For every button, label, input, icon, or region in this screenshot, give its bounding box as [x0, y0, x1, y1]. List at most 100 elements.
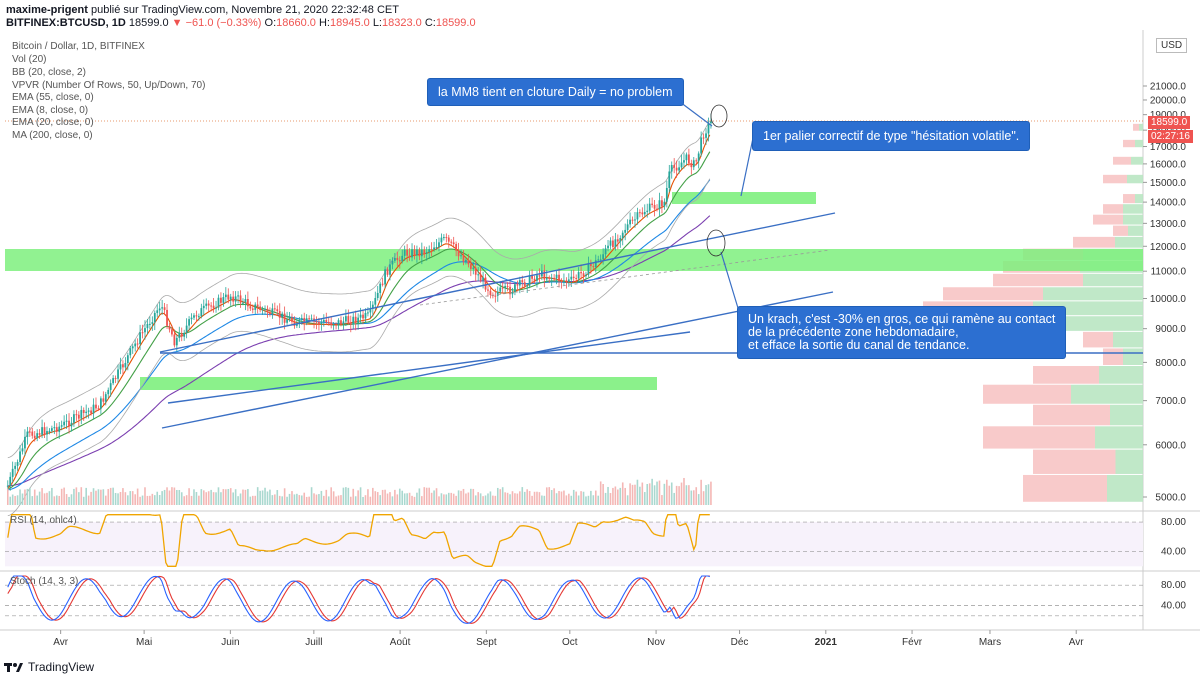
candle-body: [342, 321, 345, 325]
volume-bar: [541, 495, 543, 505]
volume-bar: [621, 482, 624, 505]
volume-bar: [447, 492, 450, 505]
candle-body: [195, 315, 198, 317]
volume-bar: [690, 490, 693, 505]
channel-top: [159, 212, 836, 353]
vpvr-up-bar: [1123, 204, 1143, 214]
candle-body: [122, 364, 124, 368]
candle-body: [570, 276, 573, 280]
volume-bar: [465, 493, 467, 505]
volume-bar: [501, 487, 504, 505]
candle-body: [433, 247, 435, 250]
legend-bb[interactable]: BB (20, close, 2): [12, 67, 86, 78]
volume-bar: [450, 492, 453, 505]
candle-body: [460, 255, 462, 257]
volume-bar: [112, 487, 114, 505]
volume-bar: [205, 492, 208, 505]
candle-body: [391, 260, 394, 265]
legend-ema20[interactable]: EMA (20, close, 0): [12, 117, 94, 128]
candle-body: [680, 162, 683, 168]
candle-body: [572, 276, 575, 278]
support-zone: [140, 377, 657, 390]
tradingview-logo[interactable]: TradingView: [4, 660, 94, 674]
vpvr-up-bar: [1043, 287, 1143, 301]
candle-body: [131, 346, 134, 349]
candle-body: [695, 160, 698, 162]
volume-bar: [134, 494, 136, 505]
legend-volume[interactable]: Vol (20): [12, 54, 47, 65]
vpvr-down-bar: [1033, 365, 1099, 384]
candle-body: [38, 433, 41, 435]
candle-body: [619, 237, 622, 242]
candle-body: [31, 431, 34, 436]
candle-body: [509, 286, 511, 295]
rsi-label[interactable]: RSI (14, ohlc4): [10, 515, 77, 526]
note-krach[interactable]: Un krach, c'est -30% en gros, ce qui ram…: [738, 307, 1066, 358]
candle-body: [403, 249, 406, 256]
candle-body: [171, 329, 173, 335]
candle-body: [271, 308, 274, 315]
volume-bar: [352, 488, 355, 505]
volume-bar: [259, 490, 261, 505]
candle-body: [229, 296, 232, 300]
candle-body: [589, 263, 592, 267]
volume-bar: [65, 494, 68, 505]
legend-ema8[interactable]: EMA (8, close, 0): [12, 105, 89, 116]
legend-vpvr[interactable]: VPVR (Number Of Rows, 50, Up/Down, 70): [12, 80, 206, 91]
candle-body: [129, 348, 132, 356]
candle-body: [612, 240, 614, 248]
candle-body: [430, 249, 433, 251]
candle-body: [406, 249, 409, 256]
candle-body: [705, 133, 707, 138]
note-mm8[interactable]: la MM8 tient en cloture Daily = no probl…: [428, 79, 683, 105]
candle-body: [494, 295, 497, 297]
candle-body: [33, 435, 36, 439]
rsi-tick-label: 40.00: [1161, 547, 1186, 558]
candle-body: [658, 200, 661, 210]
open-value: 18660.0: [276, 17, 316, 29]
candles: [6, 113, 712, 491]
stoch-label[interactable]: Stoch (14, 3, 3): [10, 576, 79, 587]
volume-bar: [430, 492, 433, 505]
volume-bar: [663, 483, 666, 505]
candle-body: [408, 255, 411, 258]
candle-body: [602, 254, 605, 260]
candle-body: [411, 249, 413, 258]
candle-body: [215, 307, 217, 309]
candle-body: [496, 291, 499, 296]
volume-bar: [457, 490, 460, 505]
note-palier[interactable]: 1er palier correctif de type "hésitation…: [753, 122, 1030, 150]
legend-title[interactable]: Bitcoin / Dollar, 1D, BITFINEX: [12, 41, 145, 52]
currency-button[interactable]: USD: [1156, 38, 1188, 53]
candle-body: [104, 394, 107, 402]
volume-bar: [702, 491, 705, 505]
candle-body: [609, 240, 612, 246]
author-name[interactable]: maxime-prigent: [6, 4, 88, 16]
volume-bar: [153, 495, 156, 505]
volume-bar: [318, 494, 320, 505]
candle-body: [550, 277, 553, 279]
candle-body: [139, 332, 141, 345]
volume-bar: [78, 492, 80, 505]
volume-bar: [646, 484, 649, 505]
y-tick-label: 5000.0: [1155, 493, 1186, 504]
volume-bar: [92, 488, 95, 505]
volume-bar: [479, 493, 482, 505]
y-tick-label: 15000.0: [1150, 178, 1187, 189]
candle-body: [63, 421, 66, 426]
volume-bar: [146, 495, 149, 505]
vpvr-up-bar: [1131, 156, 1143, 165]
volume-bar: [697, 494, 700, 505]
legend-ma200[interactable]: MA (200, close, 0): [12, 130, 93, 141]
candle-body: [305, 318, 308, 323]
candle-body: [648, 203, 651, 211]
candle-body: [347, 316, 350, 323]
volume-bar: [9, 496, 12, 505]
volume-bar: [124, 492, 127, 505]
candle-body: [364, 312, 367, 319]
legend-ema55[interactable]: EMA (55, close, 0): [12, 92, 94, 103]
volume-bar: [41, 488, 43, 505]
symbol-label[interactable]: BITFINEX:BTCUSD, 1D: [6, 17, 126, 29]
publish-line: maxime-prigent publié sur TradingView.co…: [6, 3, 399, 17]
candle-body: [423, 249, 426, 254]
